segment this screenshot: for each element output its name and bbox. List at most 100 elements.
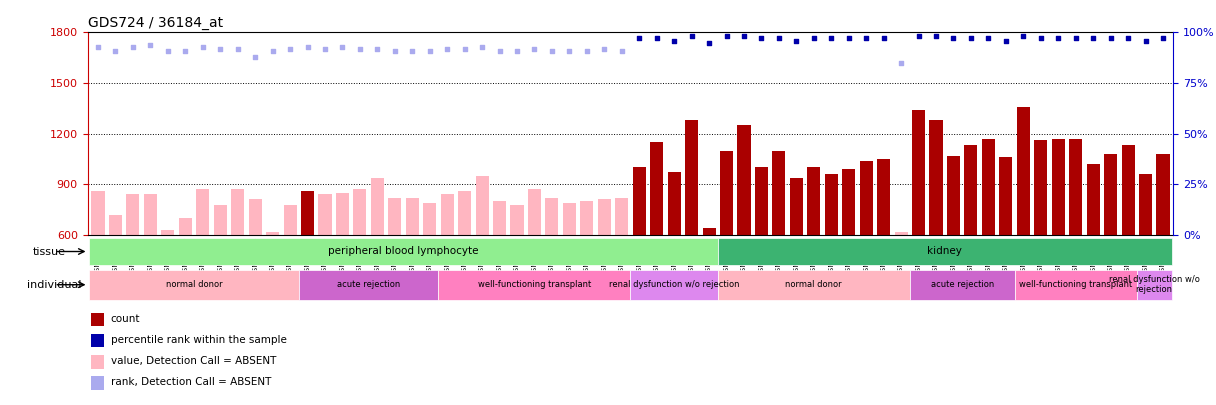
Point: [751, 35, 771, 42]
Point: [612, 47, 631, 54]
Point: [472, 43, 491, 50]
Point: [908, 33, 928, 40]
Point: [1031, 35, 1051, 42]
Point: [227, 45, 247, 52]
Point: [281, 45, 300, 52]
Bar: [90, 355, 103, 369]
Point: [716, 33, 736, 40]
Bar: [354, 190, 366, 235]
Bar: [790, 177, 803, 235]
Bar: [371, 177, 384, 235]
Bar: [266, 232, 280, 235]
Bar: [598, 200, 610, 235]
Point: [944, 35, 963, 42]
Bar: [475, 176, 489, 235]
Text: individual: individual: [27, 280, 81, 290]
Point: [630, 35, 649, 42]
Text: renal dysfunction w/o rejection: renal dysfunction w/o rejection: [609, 280, 739, 289]
Point: [106, 47, 125, 54]
Point: [856, 35, 876, 42]
Point: [874, 35, 894, 42]
Point: [1083, 35, 1103, 42]
Bar: [772, 151, 786, 235]
Point: [1100, 35, 1120, 42]
Bar: [1069, 139, 1082, 235]
Text: count: count: [111, 314, 140, 324]
Bar: [511, 205, 524, 235]
Point: [402, 47, 422, 54]
FancyBboxPatch shape: [1137, 270, 1172, 300]
Bar: [947, 156, 959, 235]
Bar: [528, 190, 541, 235]
Text: normal donor: normal donor: [786, 280, 843, 289]
Point: [961, 35, 980, 42]
Point: [175, 47, 195, 54]
Bar: [126, 194, 140, 235]
Bar: [492, 201, 506, 235]
Bar: [755, 167, 769, 235]
Bar: [737, 125, 750, 235]
Point: [315, 45, 334, 52]
FancyBboxPatch shape: [717, 270, 910, 300]
Point: [298, 43, 317, 50]
Point: [420, 47, 439, 54]
Bar: [90, 376, 103, 390]
Point: [490, 47, 510, 54]
Bar: [912, 110, 925, 235]
Point: [141, 41, 161, 48]
Bar: [964, 145, 978, 235]
Bar: [336, 193, 349, 235]
Point: [89, 43, 108, 50]
Point: [927, 33, 946, 40]
Point: [787, 37, 806, 44]
Bar: [1017, 107, 1030, 235]
Point: [822, 35, 841, 42]
Bar: [162, 230, 174, 235]
Bar: [668, 173, 681, 235]
Point: [595, 45, 614, 52]
FancyBboxPatch shape: [439, 270, 630, 300]
Bar: [632, 167, 646, 235]
Text: well-functioning transplant: well-functioning transplant: [1019, 280, 1132, 289]
Bar: [824, 174, 838, 235]
Point: [891, 60, 911, 66]
Point: [193, 43, 213, 50]
Bar: [1121, 145, 1135, 235]
Bar: [895, 232, 907, 235]
Bar: [90, 313, 103, 326]
Point: [770, 35, 789, 42]
Bar: [214, 205, 226, 235]
Point: [263, 47, 282, 54]
Point: [839, 35, 858, 42]
Text: GDS724 / 36184_at: GDS724 / 36184_at: [88, 16, 223, 30]
Point: [350, 45, 370, 52]
Bar: [1052, 139, 1065, 235]
FancyBboxPatch shape: [299, 270, 439, 300]
Text: well-functioning transplant: well-functioning transplant: [478, 280, 591, 289]
Bar: [458, 191, 471, 235]
FancyBboxPatch shape: [89, 270, 299, 300]
Text: peripheral blood lymphocyte: peripheral blood lymphocyte: [328, 245, 479, 256]
Bar: [685, 120, 698, 235]
Text: kidney: kidney: [928, 245, 962, 256]
Point: [246, 53, 265, 60]
Bar: [109, 215, 122, 235]
Bar: [651, 142, 663, 235]
Bar: [388, 198, 401, 235]
Bar: [1139, 174, 1152, 235]
FancyBboxPatch shape: [630, 270, 717, 300]
Bar: [1156, 154, 1170, 235]
Bar: [981, 139, 995, 235]
Bar: [615, 198, 629, 235]
Bar: [1104, 154, 1118, 235]
Bar: [231, 190, 244, 235]
Bar: [143, 194, 157, 235]
Bar: [248, 200, 261, 235]
Point: [438, 45, 457, 52]
Bar: [302, 191, 314, 235]
Text: acute rejection: acute rejection: [930, 280, 993, 289]
Point: [734, 33, 754, 40]
Point: [455, 45, 474, 52]
Point: [804, 35, 823, 42]
Point: [996, 37, 1015, 44]
